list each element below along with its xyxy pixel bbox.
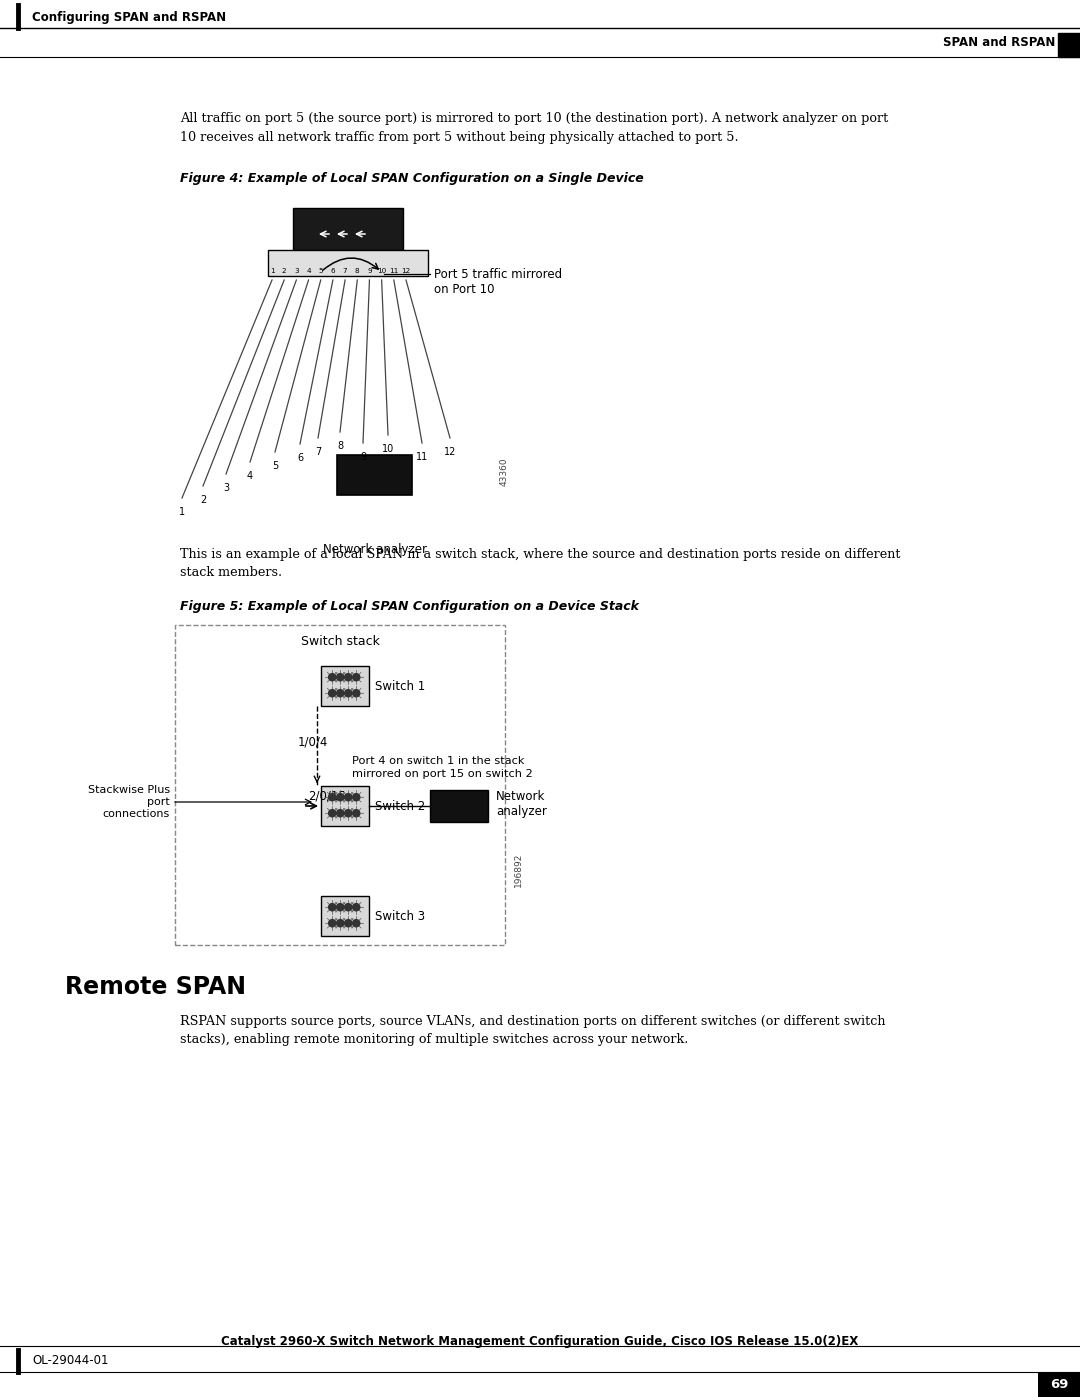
Circle shape (328, 810, 336, 817)
Text: 11: 11 (416, 453, 428, 462)
FancyBboxPatch shape (175, 624, 505, 944)
Circle shape (337, 904, 343, 911)
Text: Figure 4: Example of Local SPAN Configuration on a Single Device: Figure 4: Example of Local SPAN Configur… (180, 172, 644, 184)
Circle shape (337, 919, 343, 926)
Circle shape (328, 793, 336, 800)
Text: 1: 1 (179, 507, 185, 517)
Text: Switch 1: Switch 1 (375, 679, 426, 693)
Text: 9: 9 (367, 268, 372, 274)
Circle shape (352, 810, 360, 817)
Bar (337, 455, 411, 495)
Circle shape (328, 904, 336, 911)
Bar (293, 208, 403, 260)
Text: Figure 5: Example of Local SPAN Configuration on a Device Stack: Figure 5: Example of Local SPAN Configur… (180, 599, 639, 613)
Text: 7: 7 (315, 447, 321, 457)
Text: Port 5 traffic mirrored
on Port 10: Port 5 traffic mirrored on Port 10 (434, 268, 562, 296)
Text: 5: 5 (319, 268, 323, 274)
Circle shape (345, 904, 352, 911)
Text: 5: 5 (272, 461, 279, 471)
Circle shape (328, 673, 336, 680)
Text: 4: 4 (247, 471, 253, 481)
Text: Remote SPAN: Remote SPAN (65, 975, 246, 999)
Circle shape (352, 673, 360, 680)
Text: Switch 3: Switch 3 (375, 909, 426, 922)
Text: Configuring SPAN and RSPAN: Configuring SPAN and RSPAN (32, 11, 226, 24)
Text: 7: 7 (342, 268, 348, 274)
Text: Port 4 on switch 1 in the stack
mirrored on port 15 on switch 2: Port 4 on switch 1 in the stack mirrored… (352, 756, 532, 780)
Text: OL-29044-01: OL-29044-01 (32, 1354, 108, 1366)
Text: This is an example of a local SPAN in a switch stack, where the source and desti: This is an example of a local SPAN in a … (180, 548, 901, 580)
Text: 11: 11 (389, 268, 399, 274)
Bar (321, 895, 369, 936)
Text: 3: 3 (222, 483, 229, 493)
Text: 10: 10 (377, 268, 387, 274)
Text: 2: 2 (282, 268, 286, 274)
Text: Switch 2: Switch 2 (375, 799, 426, 813)
Text: 2: 2 (200, 495, 206, 504)
Circle shape (337, 810, 343, 817)
Circle shape (345, 919, 352, 926)
Circle shape (328, 690, 336, 697)
Circle shape (352, 919, 360, 926)
Text: 1/0/4: 1/0/4 (298, 735, 328, 749)
Text: 9: 9 (360, 453, 366, 462)
Bar (1058, 34, 1080, 57)
Text: 196892: 196892 (513, 852, 523, 887)
Text: 8: 8 (355, 268, 360, 274)
Text: 4: 4 (307, 268, 311, 274)
Text: Stackwise Plus
port
connections: Stackwise Plus port connections (87, 785, 170, 820)
Bar (268, 250, 428, 277)
Text: 69: 69 (1050, 1379, 1068, 1391)
Circle shape (337, 690, 343, 697)
Circle shape (345, 673, 352, 680)
Text: Catalyst 2960-X Switch Network Management Configuration Guide, Cisco IOS Release: Catalyst 2960-X Switch Network Managemen… (221, 1336, 859, 1348)
Circle shape (352, 690, 360, 697)
Text: RSPAN supports source ports, source VLANs, and destination ports on different sw: RSPAN supports source ports, source VLAN… (180, 1016, 886, 1046)
Bar (1038, 1372, 1080, 1397)
Bar (321, 666, 369, 705)
Circle shape (337, 673, 343, 680)
Circle shape (352, 904, 360, 911)
Text: 43360: 43360 (499, 458, 509, 486)
Text: 6: 6 (297, 453, 303, 462)
Bar (430, 789, 488, 821)
Text: 2/0/15: 2/0/15 (308, 789, 346, 802)
Circle shape (345, 690, 352, 697)
Text: Network analyzer: Network analyzer (323, 543, 427, 556)
Text: 12: 12 (444, 447, 456, 457)
Text: 10: 10 (382, 444, 394, 454)
Text: Network
analyzer: Network analyzer (496, 789, 546, 819)
Circle shape (352, 793, 360, 800)
Text: Switch stack: Switch stack (300, 636, 379, 648)
Text: All traffic on port 5 (the source port) is mirrored to port 10 (the destination : All traffic on port 5 (the source port) … (180, 112, 888, 144)
Bar (321, 787, 369, 826)
Circle shape (337, 793, 343, 800)
Text: SPAN and RSPAN: SPAN and RSPAN (943, 36, 1055, 49)
Circle shape (345, 810, 352, 817)
Text: 8: 8 (337, 441, 343, 451)
Circle shape (345, 793, 352, 800)
Text: 6: 6 (330, 268, 335, 274)
Text: 12: 12 (402, 268, 410, 274)
Text: 3: 3 (294, 268, 299, 274)
Text: 1: 1 (270, 268, 274, 274)
Circle shape (328, 919, 336, 926)
